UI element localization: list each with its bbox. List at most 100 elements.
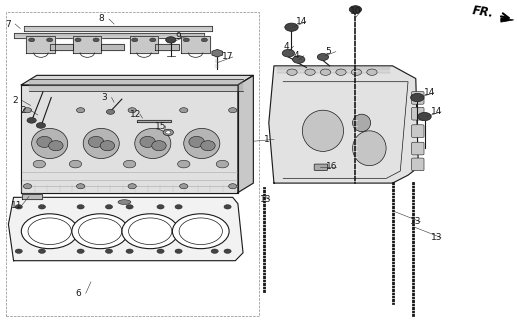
- Circle shape: [201, 38, 207, 42]
- Circle shape: [163, 129, 173, 136]
- Circle shape: [175, 249, 182, 253]
- Circle shape: [224, 249, 231, 253]
- Circle shape: [126, 249, 133, 253]
- Ellipse shape: [100, 140, 115, 151]
- Polygon shape: [138, 120, 171, 122]
- Circle shape: [157, 249, 164, 253]
- Circle shape: [367, 69, 377, 76]
- Circle shape: [128, 184, 136, 189]
- Ellipse shape: [184, 128, 220, 158]
- Text: 9: 9: [175, 32, 181, 41]
- Text: 14: 14: [431, 107, 442, 116]
- FancyBboxPatch shape: [412, 142, 424, 155]
- Ellipse shape: [83, 128, 119, 158]
- Ellipse shape: [152, 140, 166, 151]
- FancyBboxPatch shape: [412, 108, 424, 120]
- Circle shape: [27, 117, 36, 123]
- Ellipse shape: [135, 128, 171, 158]
- Ellipse shape: [140, 136, 156, 148]
- Polygon shape: [501, 18, 514, 22]
- Circle shape: [36, 123, 45, 128]
- Circle shape: [105, 204, 113, 209]
- Circle shape: [224, 204, 231, 209]
- Circle shape: [317, 53, 329, 60]
- Circle shape: [165, 37, 176, 43]
- Circle shape: [77, 108, 85, 113]
- Ellipse shape: [37, 136, 52, 148]
- Text: FR.: FR.: [471, 4, 494, 20]
- Text: 2: 2: [12, 96, 18, 105]
- Polygon shape: [50, 44, 73, 50]
- Polygon shape: [8, 197, 243, 261]
- Text: 1: 1: [264, 135, 269, 144]
- Ellipse shape: [353, 131, 386, 166]
- Circle shape: [15, 249, 22, 253]
- Text: 14: 14: [296, 17, 307, 26]
- Polygon shape: [130, 36, 158, 52]
- Circle shape: [77, 204, 84, 209]
- FancyBboxPatch shape: [314, 164, 328, 171]
- Circle shape: [93, 38, 99, 42]
- Circle shape: [305, 69, 315, 76]
- Circle shape: [349, 6, 361, 13]
- FancyBboxPatch shape: [412, 92, 424, 104]
- Circle shape: [132, 38, 138, 42]
- Text: 3: 3: [101, 93, 107, 102]
- Text: 4: 4: [294, 51, 299, 60]
- Text: 17: 17: [222, 52, 234, 61]
- Polygon shape: [21, 85, 238, 193]
- Circle shape: [150, 38, 156, 42]
- Text: 12: 12: [130, 109, 141, 118]
- Circle shape: [229, 108, 237, 113]
- Polygon shape: [238, 76, 253, 193]
- Circle shape: [128, 108, 136, 113]
- Polygon shape: [73, 36, 101, 52]
- Circle shape: [418, 112, 431, 121]
- Circle shape: [336, 69, 346, 76]
- Circle shape: [282, 49, 295, 57]
- Polygon shape: [156, 44, 178, 50]
- Polygon shape: [101, 44, 125, 50]
- Circle shape: [229, 184, 237, 189]
- Circle shape: [38, 249, 45, 253]
- Circle shape: [179, 108, 188, 113]
- Circle shape: [28, 38, 35, 42]
- Circle shape: [126, 204, 133, 209]
- Circle shape: [107, 109, 115, 114]
- Text: 13: 13: [410, 217, 421, 226]
- Circle shape: [122, 214, 178, 249]
- Circle shape: [72, 214, 129, 249]
- Circle shape: [172, 214, 229, 249]
- Circle shape: [293, 56, 305, 63]
- Text: 15: 15: [156, 122, 167, 131]
- Circle shape: [410, 93, 424, 102]
- Text: 13: 13: [260, 195, 271, 204]
- Circle shape: [38, 204, 45, 209]
- Text: 14: 14: [423, 88, 435, 97]
- FancyBboxPatch shape: [412, 158, 424, 171]
- Circle shape: [287, 69, 297, 76]
- Text: 2: 2: [20, 106, 26, 115]
- Circle shape: [15, 204, 22, 209]
- FancyBboxPatch shape: [412, 125, 424, 138]
- Circle shape: [69, 160, 82, 168]
- Circle shape: [321, 69, 331, 76]
- Circle shape: [47, 38, 53, 42]
- Circle shape: [211, 249, 218, 253]
- Circle shape: [165, 131, 171, 134]
- Polygon shape: [22, 195, 42, 199]
- Circle shape: [157, 204, 164, 209]
- Text: 16: 16: [326, 162, 337, 171]
- Polygon shape: [26, 36, 55, 52]
- Ellipse shape: [353, 114, 371, 132]
- Circle shape: [285, 23, 298, 31]
- Ellipse shape: [189, 136, 204, 148]
- Ellipse shape: [49, 140, 63, 151]
- Polygon shape: [269, 66, 418, 183]
- Text: 13: 13: [431, 233, 442, 242]
- Polygon shape: [21, 76, 253, 85]
- Text: 6: 6: [75, 289, 81, 298]
- Ellipse shape: [201, 140, 215, 151]
- Circle shape: [77, 184, 85, 189]
- Circle shape: [77, 249, 84, 253]
